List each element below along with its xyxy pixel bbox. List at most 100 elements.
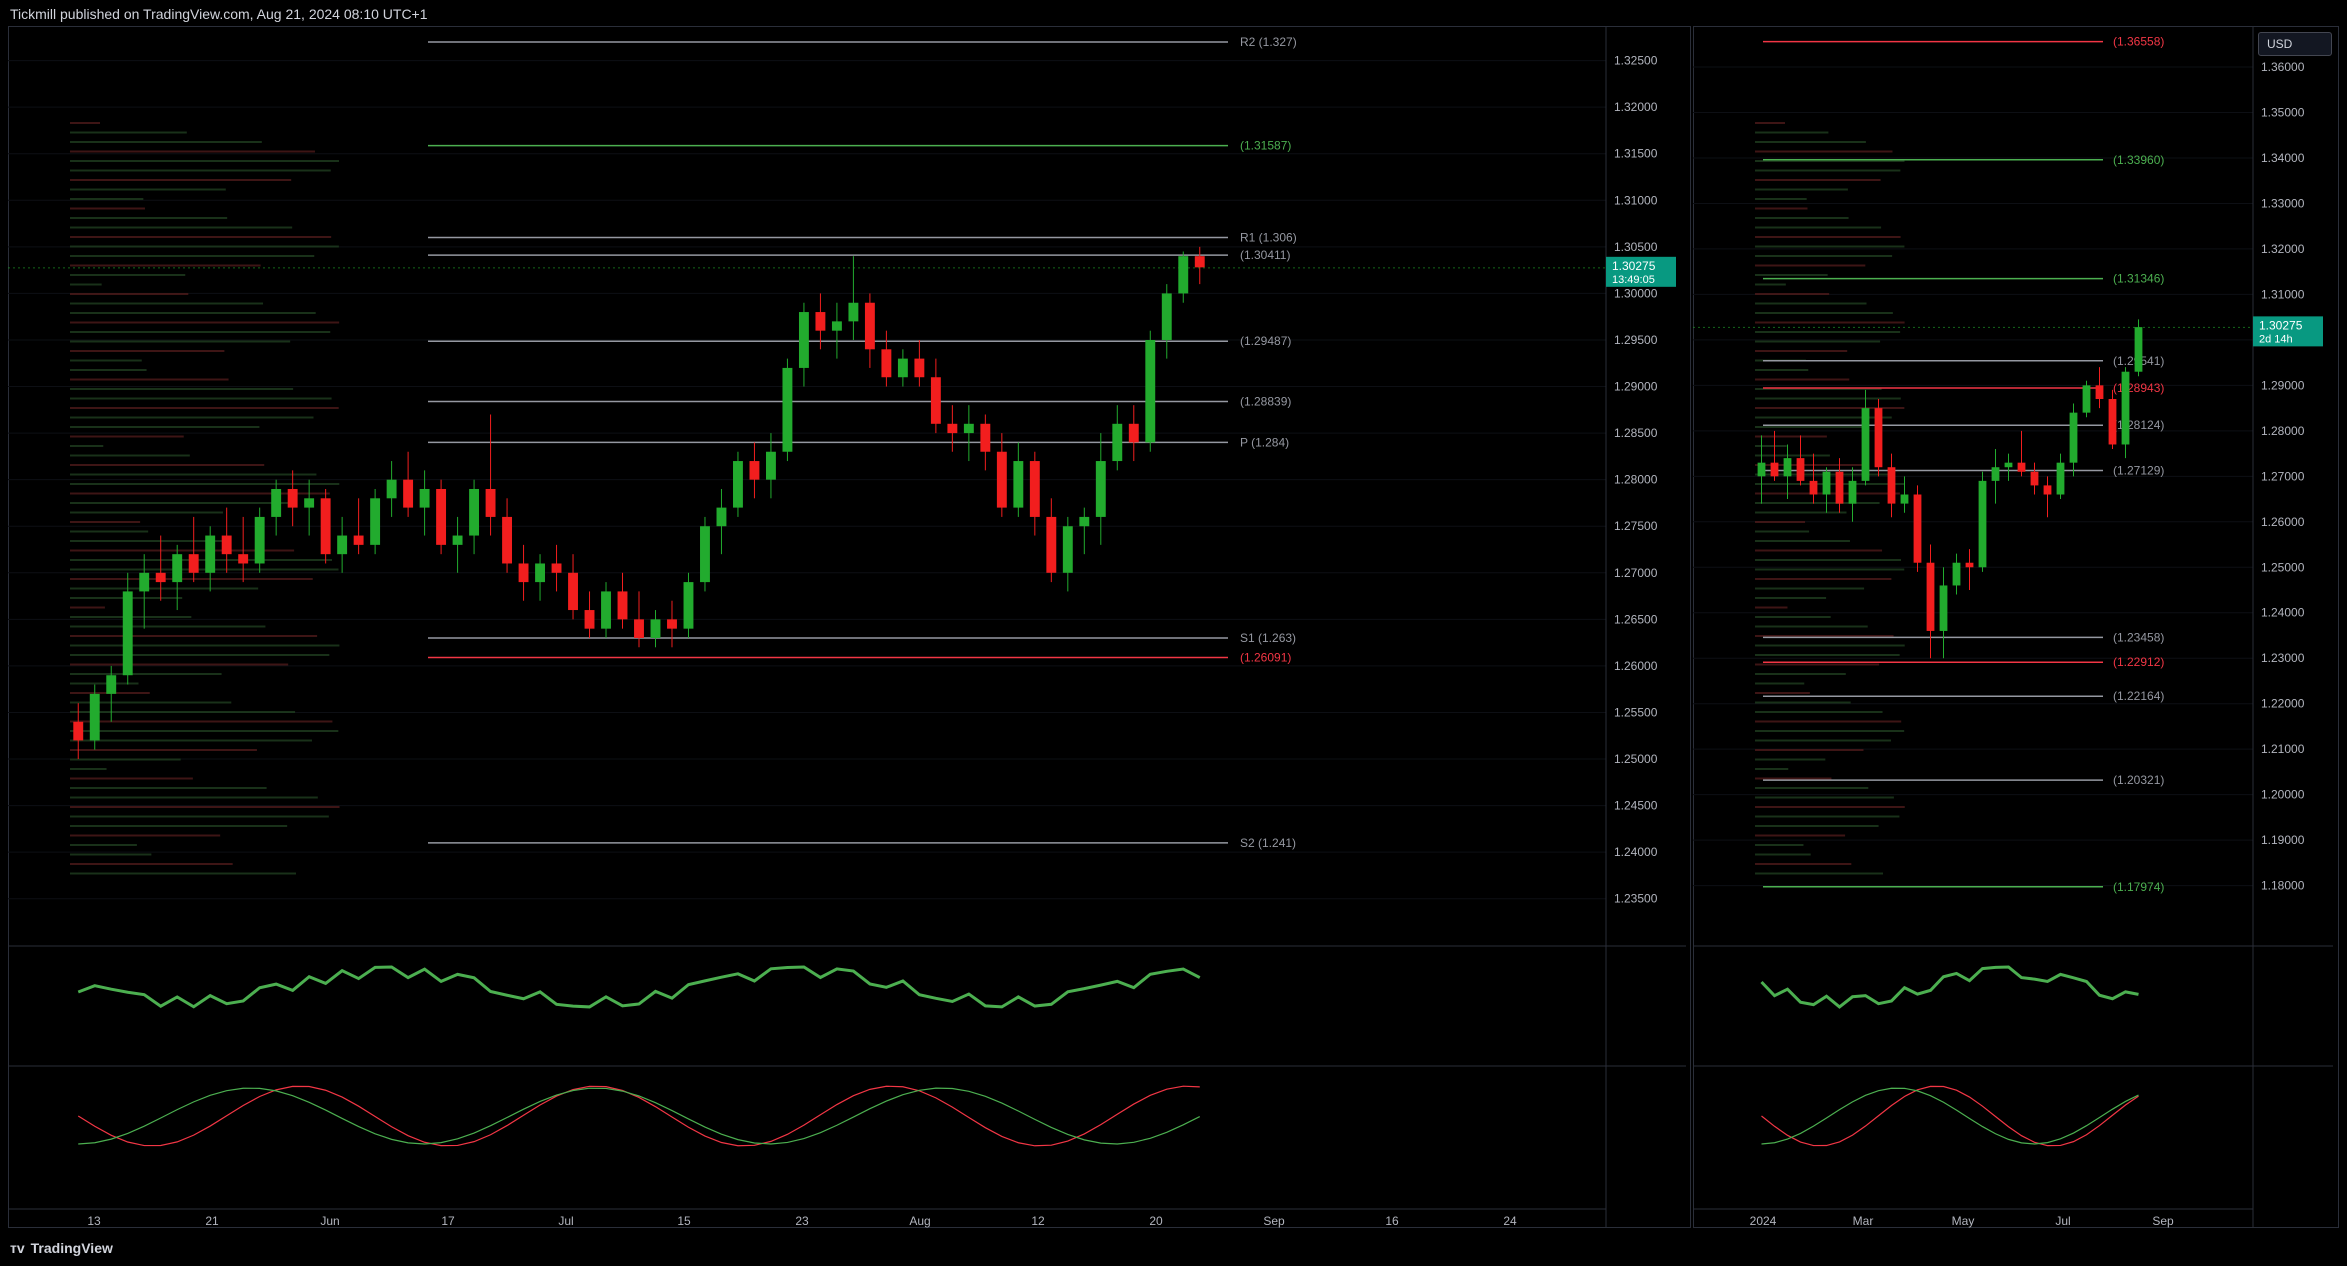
x-tick-label: May [1952,1214,1975,1228]
stochastic-d-line [78,1087,1201,1145]
y-tick-label: 1.25000 [1614,752,1658,766]
candle-body [1194,256,1205,268]
x-tick-label: 17 [441,1214,455,1228]
candle-body [2004,462,2013,468]
volume-profile-bar [1755,663,1880,666]
volume-profile-bar [1755,454,1830,457]
volume-profile-bar [70,397,332,400]
x-tick-label: 13 [87,1214,101,1228]
candle-body [2082,385,2091,413]
x-tick-label: Aug [909,1214,930,1228]
volume-profile-bar [1755,397,1901,400]
candle-body [2134,327,2143,372]
left-chart[interactable]: 1.32500 1.32000 1.31500 1.31000 1.30500 1.300… [8,26,1691,1228]
x-tick-label: 12 [1031,1214,1045,1228]
volume-profile-bar [70,568,339,571]
currency-button[interactable]: USD [2258,32,2332,56]
volume-profile-bar [70,872,297,875]
candle-body [700,526,710,583]
level-label: S2 (1.241) [1240,836,1296,850]
volume-profile-bar [70,274,186,276]
volume-profile-bar [70,302,264,305]
y-tick-label: 1.26000 [1614,659,1658,673]
candle-body [1013,461,1024,508]
oscillator-line [1760,965,2139,1009]
candle-body [1128,423,1139,443]
y-tick-label: 1.30000 [1614,286,1658,300]
y-tick-label: 1.18000 [2261,879,2305,893]
y-tick-label: 1.29500 [1614,333,1658,347]
volume-profile-bar [1755,378,1850,381]
y-tick-label: 1.19000 [2261,833,2305,847]
volume-profile-bar [70,625,266,628]
volume-profile-bar [70,758,181,761]
candle-body [963,423,974,434]
candle-body [1079,516,1090,527]
volume-profile-bar [70,853,152,856]
volume-profile-bar [70,160,340,162]
volume-profile-bar [1755,844,1804,846]
y-tick-label: 1.29000 [1614,380,1658,394]
candle-body [221,535,232,555]
candle-body [172,554,183,583]
candle-body [1029,461,1040,517]
candle-body [188,554,199,573]
candle-body [139,572,150,592]
candle-body [601,591,611,629]
volume-profile-bar [70,131,187,134]
volume-profile-bar [1755,654,1900,656]
volume-profile-bar [70,435,184,438]
volume-profile-bar [70,426,260,428]
volume-profile-bar [70,207,145,210]
volume-profile-bar [1755,293,1830,295]
y-tick-label: 1.28500 [1614,426,1658,440]
volume-profile-bar [70,549,295,552]
level-label: (1.31587) [1240,139,1291,153]
candle-body [930,377,941,424]
volume-profile-bar [70,331,331,333]
candle-body [2108,399,2117,445]
volume-profile-bar [70,369,147,371]
volume-profile-bar [70,378,229,381]
level-label: (1.17974) [2113,880,2164,894]
candle-body [815,312,826,331]
level-label: (1.22912) [2113,655,2164,669]
publish-header: Tickmill published on TradingView.com, A… [10,6,428,22]
candle-body [1926,562,1935,631]
candle-body [2030,471,2039,486]
volume-profile-bar [1755,245,1905,248]
volume-profile-bar [70,730,339,732]
candle-body [634,619,644,638]
last-price-tag [1606,256,1676,287]
volume-profile-bar [1755,464,1868,466]
last-price-tag [2253,316,2323,347]
volume-profile-bar [1755,796,1894,799]
right-chart[interactable]: 1.36000 1.35000 1.34000 1.33000 1.32000 1.310… [1693,26,2339,1228]
volume-profile-bar [70,416,314,419]
volume-profile-bar [70,606,105,609]
volume-profile-bar [70,340,291,343]
volume-profile-bar [70,654,330,656]
volume-profile-bar [70,283,102,286]
x-tick-label: 21 [205,1214,219,1228]
volume-profile-bar [70,796,318,799]
candle-body [1796,458,1805,481]
candle-body [1145,339,1156,443]
volume-profile-bar [1755,217,1849,219]
volume-profile-bar [70,834,221,837]
last-price-label: 1.30275 [1612,259,1656,273]
candle-body [1900,494,1909,504]
volume-profile-bar [70,264,261,267]
candle-body [337,535,348,555]
candle-body [584,610,595,629]
candle-body [1809,480,1818,495]
volume-profile-bar [1755,777,1832,780]
candle-body [667,619,677,629]
volume-profile-bar [70,635,318,637]
y-tick-label: 1.23500 [1614,892,1658,906]
volume-profile-bar [70,122,100,124]
volume-profile-bar [1755,369,1809,371]
candle-body [1783,458,1792,477]
volume-profile-bar [70,644,340,647]
countdown-label: 13:49:05 [1612,274,1655,286]
